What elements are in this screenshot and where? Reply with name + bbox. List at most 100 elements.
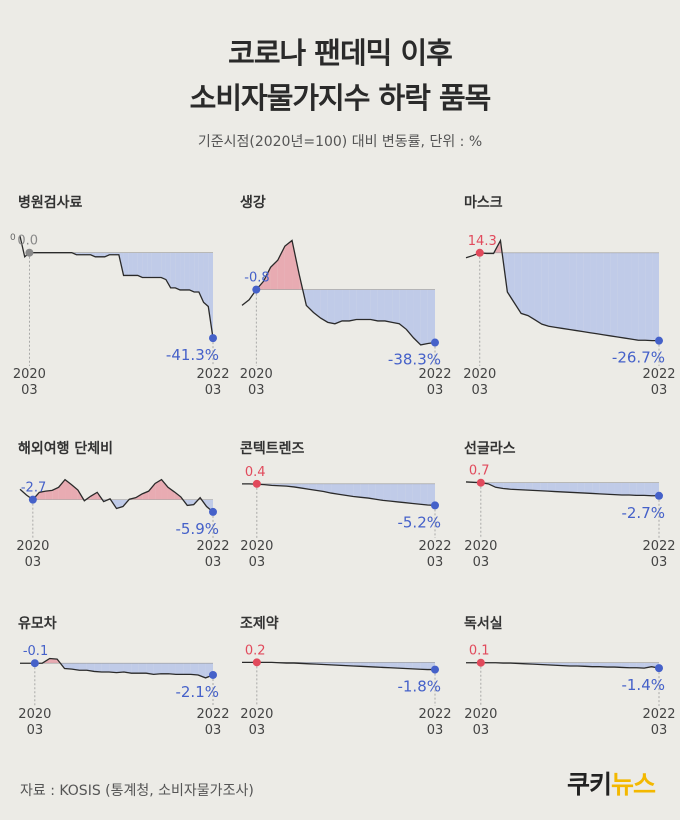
area-segment <box>161 663 169 674</box>
area-segment <box>175 663 184 675</box>
end-value-label: -5.2% <box>397 513 441 531</box>
area-segment <box>203 252 209 307</box>
area-segment <box>569 662 578 666</box>
start-value-label: 0.2 <box>245 643 266 658</box>
area-segment <box>45 490 53 500</box>
area-segment <box>39 491 46 500</box>
area-segment <box>534 252 542 325</box>
start-value-label: 0.1 <box>469 644 490 659</box>
area-segment <box>342 289 350 321</box>
area-segment <box>420 483 428 505</box>
area-segment <box>116 663 124 673</box>
start-dot <box>476 478 485 487</box>
area-segment <box>109 663 117 673</box>
start-dot <box>25 248 34 257</box>
area-segment <box>65 479 72 500</box>
area-segment <box>617 252 625 339</box>
area-segment <box>156 252 162 278</box>
area-segment <box>170 252 176 288</box>
end-date-month: 03 <box>651 383 668 398</box>
area-segment <box>384 289 393 323</box>
area-segment <box>292 240 300 290</box>
area-segment <box>284 240 293 290</box>
area-segment <box>631 252 639 341</box>
chart-title: 콘텍트렌즈 <box>240 440 305 457</box>
area-segment <box>334 289 343 324</box>
area-segment <box>584 482 593 494</box>
area-segment <box>621 482 630 495</box>
area-segment <box>577 482 585 494</box>
area-segment <box>405 483 413 504</box>
area-segment <box>370 289 378 321</box>
area-segment <box>507 252 515 303</box>
area-segment <box>541 252 549 327</box>
area-segment <box>540 482 548 492</box>
area-segment <box>138 663 147 674</box>
area-segment <box>190 663 199 675</box>
start-date-month: 03 <box>472 383 489 398</box>
start-date-year: 2020 <box>13 367 46 382</box>
area-segment <box>510 482 518 490</box>
start-value-label: -0.8 <box>244 271 269 286</box>
logo-part-2: 뉴스 <box>611 770 656 799</box>
area-segment <box>607 662 615 668</box>
end-date-month: 03 <box>651 555 668 570</box>
start-dot <box>476 658 485 667</box>
area-segment <box>596 252 604 335</box>
end-dot <box>209 334 217 343</box>
area-segment <box>148 483 156 500</box>
area-segment <box>131 663 139 674</box>
area-segment <box>189 252 195 292</box>
area-segment <box>621 662 630 668</box>
area-segment <box>338 483 346 496</box>
area-segment <box>137 252 143 278</box>
series-line <box>19 478 214 513</box>
chart-title: 해외여행 단체비 <box>18 440 113 457</box>
end-value-label: -1.8% <box>397 678 441 696</box>
series-line <box>466 662 660 669</box>
area-segment <box>194 252 199 292</box>
area-segment <box>599 482 608 495</box>
end-date-month: 03 <box>205 723 222 738</box>
extra-tick-label: 0 <box>10 233 16 243</box>
area-segment <box>161 252 166 280</box>
end-dot <box>655 491 663 500</box>
area-segment <box>521 252 529 316</box>
start-dot <box>30 659 39 668</box>
area-segment <box>132 252 138 276</box>
area-segment <box>168 663 176 675</box>
area-segment <box>652 252 659 341</box>
area-segment <box>397 662 406 669</box>
area-segment <box>363 289 371 320</box>
area-segment <box>638 252 646 341</box>
area-segment <box>629 482 637 496</box>
area-segment <box>375 483 384 501</box>
area-segment <box>592 482 600 494</box>
area-segment <box>184 252 190 290</box>
chart-title: 독서실 <box>464 616 503 632</box>
area-segment <box>95 252 101 257</box>
area-segment <box>153 663 162 675</box>
area-segment <box>599 662 608 668</box>
end-date-year: 2022 <box>196 367 229 382</box>
end-date-month: 03 <box>651 723 668 738</box>
area-segment <box>514 252 522 314</box>
chart-title: 생강 <box>240 194 266 211</box>
area-segment <box>392 289 400 324</box>
area-segment <box>86 663 95 672</box>
end-date-year: 2022 <box>196 539 229 554</box>
end-dot <box>431 665 439 674</box>
end-dot <box>209 507 217 516</box>
area-segment <box>427 483 435 506</box>
area-segment <box>90 492 98 500</box>
start-dot <box>252 285 261 294</box>
area-segment <box>128 252 133 276</box>
area-segment <box>368 483 376 500</box>
title-line-2: 소비자물가지수 하락 품목 <box>189 81 492 115</box>
area-segment <box>562 482 570 493</box>
area-segment <box>123 663 132 674</box>
area-segment <box>49 658 58 664</box>
start-value-label: -0.1 <box>23 644 48 659</box>
start-dot <box>252 479 261 488</box>
